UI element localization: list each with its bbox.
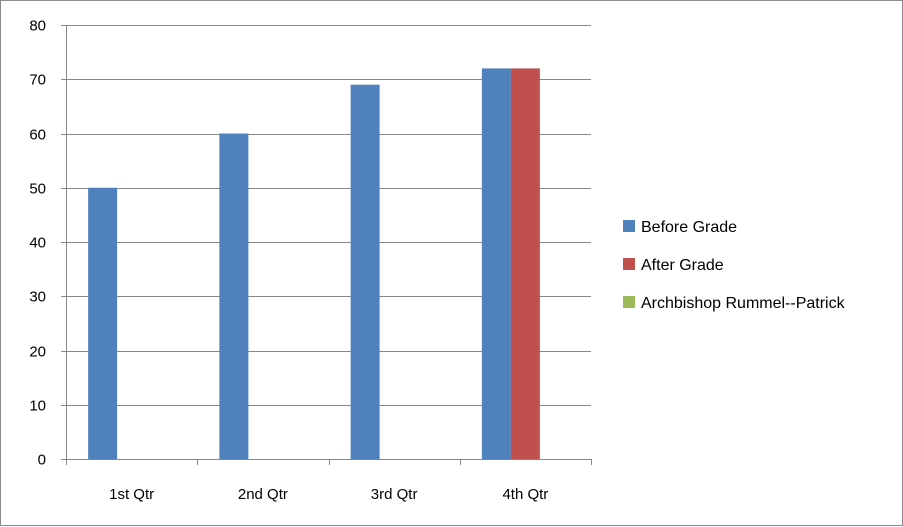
y-tick-label: 40 bbox=[29, 235, 46, 252]
y-axis-tick-labels: 0 10 20 30 40 50 60 70 80 bbox=[29, 18, 46, 469]
x-axis-tick-labels: 1st Qtr 2nd Qtr 3rd Qtr 4th Qtr bbox=[109, 486, 548, 503]
bar-after-grade-4th-qtr bbox=[510, 68, 540, 460]
bar-before-grade-2nd-qtr bbox=[219, 133, 249, 459]
x-tick-label: 3rd Qtr bbox=[371, 486, 418, 503]
y-tick-label: 20 bbox=[29, 344, 46, 361]
gridlines bbox=[66, 25, 591, 406]
bar-before-grade-3rd-qtr bbox=[350, 84, 380, 460]
x-tick-label: 1st Qtr bbox=[109, 486, 154, 503]
y-tick-label: 80 bbox=[29, 18, 46, 35]
y-tick-label: 30 bbox=[29, 289, 46, 306]
legend-swatch-after-grade bbox=[623, 258, 635, 270]
legend-swatch-before-grade bbox=[623, 220, 635, 232]
y-tick-label: 60 bbox=[29, 127, 46, 144]
y-tick-label: 50 bbox=[29, 181, 46, 198]
legend-label-archbishop-rummel-patrick: Archbishop Rummel--Patrick bbox=[641, 295, 846, 312]
y-tick-label: 70 bbox=[29, 72, 46, 89]
axes bbox=[61, 25, 592, 465]
x-tick-label: 2nd Qtr bbox=[238, 486, 288, 503]
legend-label-before-grade: Before Grade bbox=[641, 219, 737, 236]
x-tick-label: 4th Qtr bbox=[502, 486, 548, 503]
y-tick-label: 10 bbox=[29, 398, 46, 415]
y-tick-label: 0 bbox=[38, 452, 46, 469]
bar-before-grade-1st-qtr bbox=[88, 187, 118, 459]
legend-swatch-archbishop-rummel-patrick bbox=[623, 296, 635, 308]
bars bbox=[88, 68, 540, 460]
bar-before-grade-4th-qtr bbox=[481, 68, 511, 460]
legend-label-after-grade: After Grade bbox=[641, 257, 724, 274]
legend: Before Grade After Grade Archbishop Rummel… bbox=[623, 219, 846, 312]
